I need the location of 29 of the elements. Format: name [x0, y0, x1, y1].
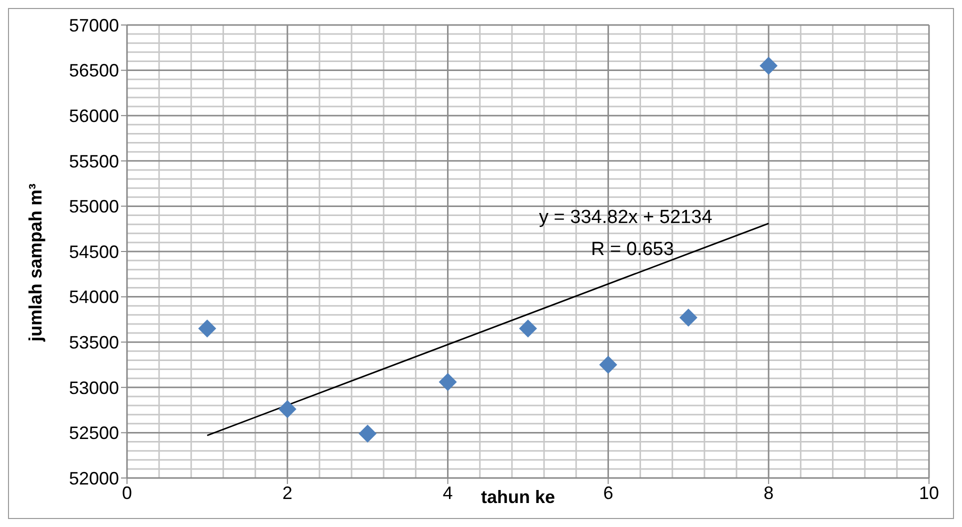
point: [599, 356, 618, 374]
y-tick-label: 52500: [68, 423, 119, 444]
y-tick-label: 53000: [68, 378, 119, 398]
y-tick-label: 55500: [68, 151, 119, 172]
point: [679, 308, 698, 327]
y-tick-label: 57000: [68, 15, 119, 36]
y-tick-label: 56000: [68, 106, 119, 126]
y-tick-label: 53500: [68, 332, 119, 352]
y-tick-label: 54000: [68, 287, 119, 308]
point: [278, 400, 296, 418]
x-tick-label: 10: [918, 482, 940, 503]
point: [519, 320, 537, 338]
x-tick-label: 2: [282, 482, 292, 503]
y-tick-label: 54500: [68, 242, 119, 262]
y-tick-label: 52000: [68, 468, 119, 488]
y-tick-label: 55000: [68, 196, 119, 217]
annotation: R = 0.653: [591, 239, 674, 261]
point: [760, 56, 778, 75]
annotation: y = 334.82x + 52134: [539, 207, 712, 229]
x-tick-label: 0: [122, 482, 132, 503]
point: [438, 372, 457, 391]
y-tick-label: 56500: [68, 60, 119, 81]
x-tick-label: 8: [764, 482, 774, 503]
y-axis-title: jumlah sampah m³: [25, 183, 46, 342]
x-tick-label: 6: [603, 482, 614, 503]
x-axis-title: tahun ke: [480, 487, 556, 507]
point: [198, 320, 216, 338]
x-tick-label: 4: [442, 482, 453, 503]
point: [358, 424, 377, 443]
